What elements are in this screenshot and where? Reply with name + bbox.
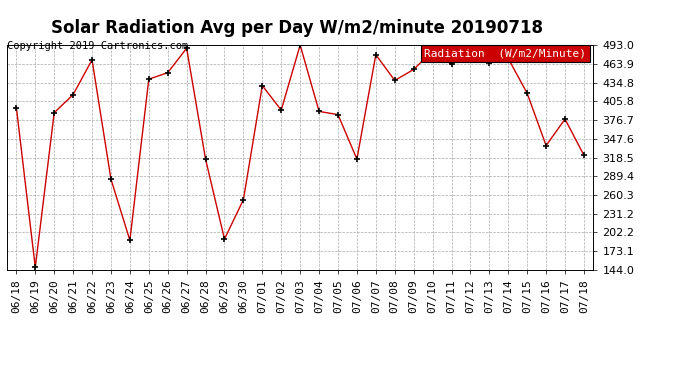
Text: Copyright 2019 Cartronics.com: Copyright 2019 Cartronics.com bbox=[7, 41, 188, 51]
Text: Solar Radiation Avg per Day W/m2/minute 20190718: Solar Radiation Avg per Day W/m2/minute … bbox=[50, 19, 543, 37]
Text: Radiation  (W/m2/Minute): Radiation (W/m2/Minute) bbox=[424, 49, 586, 59]
